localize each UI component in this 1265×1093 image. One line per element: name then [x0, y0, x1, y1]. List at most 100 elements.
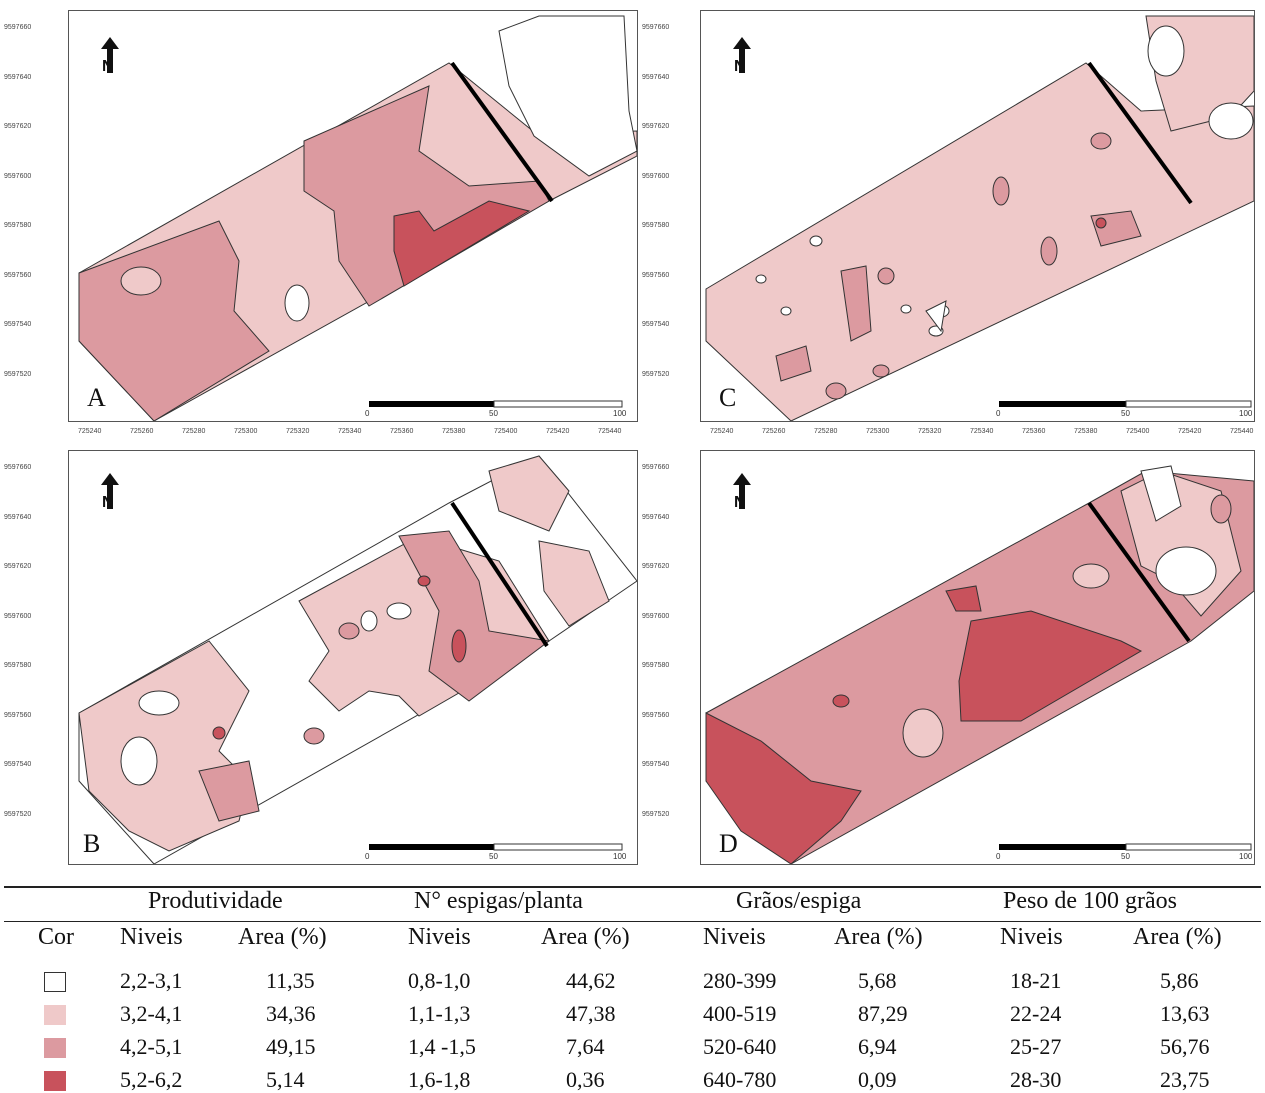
legend-col-niveis: Niveis: [120, 924, 183, 950]
north-arrow-icon: N: [729, 471, 755, 511]
legend-cell: 1,1-1,3: [408, 1001, 471, 1026]
panel-label-c: C: [719, 383, 737, 412]
x-axis-tick-label: 725380: [1074, 428, 1098, 435]
map-panel-b: N B 0 50 100: [68, 450, 638, 865]
map-panel-d: N D 0 50 100: [700, 450, 1255, 865]
y-axis-tick-label: 9597580: [4, 222, 32, 229]
y-axis-tick-label: 9597580: [4, 662, 32, 669]
map-panel-c: N C 0 50 100: [700, 10, 1255, 422]
legend-cell: 1,4 -1,5: [408, 1034, 476, 1059]
panel-label-a: A: [87, 383, 106, 412]
north-arrow-icon: N: [729, 35, 755, 75]
x-axis-tick-label: 725340: [338, 428, 362, 435]
legend-cell: 5,68: [858, 968, 897, 993]
scale-label-100: 100: [1239, 852, 1253, 861]
y-axis-tick-label: 9597560: [642, 711, 670, 719]
legend-col-niveis: Niveis: [1000, 924, 1063, 950]
legend-col-area: Area (%): [1133, 924, 1222, 950]
legend-rule-mid: [4, 921, 1261, 922]
scale-label-0: 0: [996, 409, 1001, 418]
map-c-drawing: [705, 15, 1254, 421]
svg-text:N: N: [734, 58, 746, 75]
y-axis-tick-label: 9597580: [642, 222, 670, 229]
scale-label-50: 50: [489, 852, 498, 861]
y-axis-tick-label: 9597620: [4, 563, 32, 570]
legend-swatch: [44, 1071, 66, 1091]
map-b-drawing: [78, 455, 637, 864]
legend-header-peso: Peso de 100 grãos: [1003, 888, 1177, 914]
legend-col-niveis: Niveis: [703, 924, 766, 950]
x-axis-tick-label: 725340: [970, 428, 994, 435]
scale-label-50: 50: [1121, 409, 1130, 418]
y-axis-tick-label: 9597560: [4, 271, 32, 279]
legend-cell: 11,35: [266, 968, 315, 993]
x-axis-tick-label: 725320: [286, 428, 310, 435]
y-axis-tick-label: 9597560: [4, 711, 32, 719]
scale-label-100: 100: [613, 409, 627, 418]
x-axis-tick-label: 725280: [182, 428, 206, 435]
x-axis-tick-label: 725360: [390, 428, 414, 435]
legend-cell: 13,63: [1160, 1001, 1210, 1026]
y-axis-tick-label: 9597640: [4, 513, 32, 521]
map-panel-a: N A 0 50 100: [68, 10, 638, 422]
x-axis-tick-label: 725240: [78, 428, 102, 435]
y-axis-tick-label: 9597660: [642, 24, 670, 31]
x-axis-tick-label: 725440: [1230, 428, 1254, 435]
y-axis-tick-label: 9597660: [642, 464, 670, 471]
y-axis-tick-label: 9597600: [642, 612, 670, 620]
y-axis-tick-label: 9597520: [4, 810, 32, 818]
x-axis-tick-label: 725260: [130, 428, 154, 435]
legend-cell: 4,2-5,1: [120, 1034, 183, 1059]
legend-cell: 34,36: [266, 1001, 316, 1026]
y-axis-tick-label: 9597640: [642, 73, 670, 81]
legend-header-espigas: N° espigas/planta: [414, 888, 583, 914]
scale-label-100: 100: [613, 852, 627, 861]
legend-cell: 56,76: [1160, 1034, 1210, 1059]
y-axis-tick-label: 9597640: [4, 73, 32, 81]
scale-label-50: 50: [1121, 852, 1130, 861]
legend-cell: 1,6-1,8: [408, 1067, 471, 1092]
panel-label-d: D: [719, 829, 738, 858]
legend-cell: 400-519: [703, 1001, 777, 1026]
legend-cell: 44,62: [566, 968, 616, 993]
legend-header-produtividade: Produtividade: [148, 888, 283, 914]
y-axis-tick-label: 9597600: [642, 172, 670, 180]
legend-cell: 5,86: [1160, 968, 1199, 993]
legend-col-area: Area (%): [834, 924, 923, 950]
y-axis-tick-label: 9597580: [642, 662, 670, 669]
x-axis-tick-label: 725240: [710, 428, 734, 435]
legend-cell: 25-27: [1010, 1034, 1062, 1059]
scale-label-50: 50: [489, 409, 498, 418]
x-axis-tick-label: 725400: [1126, 428, 1150, 435]
legend-cell: 23,75: [1160, 1067, 1210, 1092]
legend-swatch: [44, 1005, 66, 1025]
y-axis-tick-label: 9597540: [4, 321, 32, 328]
scale-label-0: 0: [365, 409, 370, 418]
svg-text:N: N: [102, 58, 114, 75]
legend-cell: 280-399: [703, 968, 777, 993]
scale-label-100: 100: [1239, 409, 1253, 418]
y-axis-tick-label: 9597560: [642, 271, 670, 279]
legend-cell: 18-21: [1010, 968, 1062, 993]
y-axis-tick-label: 9597640: [642, 513, 670, 521]
legend-cell: 520-640: [703, 1034, 777, 1059]
x-axis-tick-label: 725420: [546, 428, 570, 435]
x-axis-tick-label: 725400: [494, 428, 518, 435]
scale-label-0: 0: [996, 852, 1001, 861]
x-axis-tick-label: 725300: [866, 428, 890, 435]
legend-col-cor: Cor: [38, 924, 74, 950]
svg-text:N: N: [102, 494, 114, 511]
legend-cell: 22-24: [1010, 1001, 1062, 1026]
legend-col-niveis: Niveis: [408, 924, 471, 950]
y-axis-tick-label: 9597520: [4, 370, 32, 378]
map-a-drawing: [78, 15, 637, 421]
legend-cell: 87,29: [858, 1001, 908, 1026]
legend-header-graos: Grãos/espiga: [736, 888, 862, 914]
legend-cell: 5,14: [266, 1067, 305, 1092]
legend-col-area: Area (%): [238, 924, 327, 950]
legend-swatch: [44, 972, 66, 992]
legend-table: Produtividade N° espigas/planta Grãos/es…: [0, 882, 1265, 1092]
x-axis-tick-label: 725320: [918, 428, 942, 435]
y-axis-tick-label: 9597600: [4, 612, 32, 620]
legend-cell: 28-30: [1010, 1067, 1062, 1092]
